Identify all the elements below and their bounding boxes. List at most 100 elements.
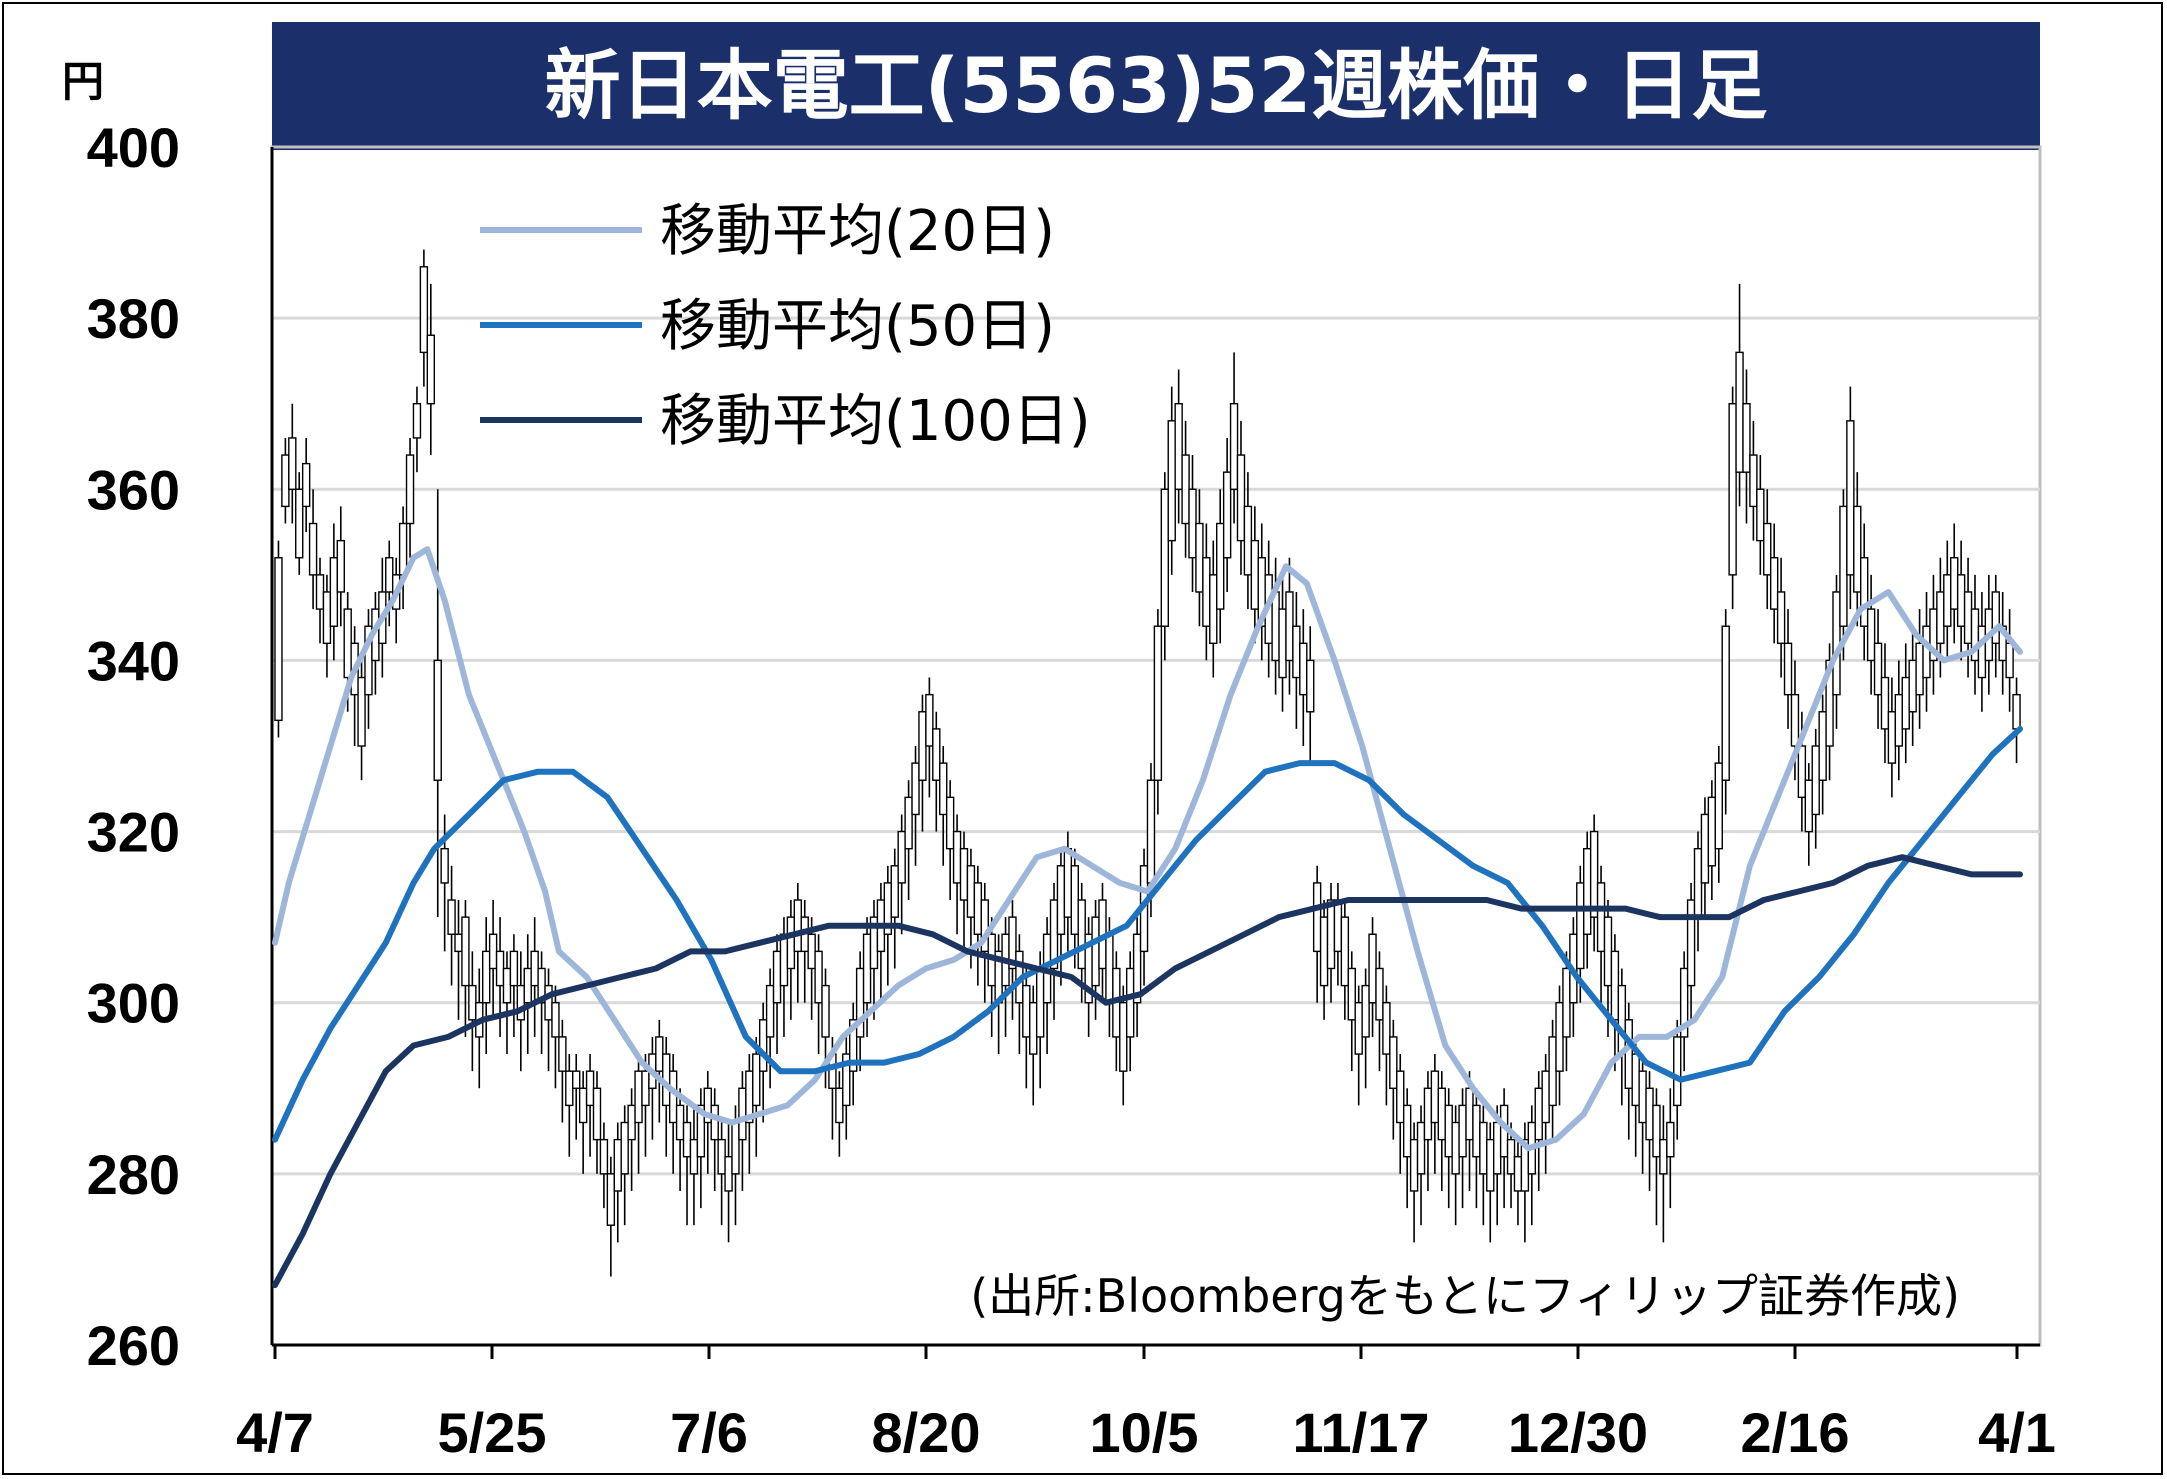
candle-body [1368,933,1377,1004]
candle-body [1333,899,1343,953]
candle-body [1915,642,1924,696]
candle-body [696,1104,706,1158]
candle-body [578,1087,588,1124]
candlesticks [274,249,2021,1277]
candle-body [1943,574,1952,627]
candle-body [779,933,789,987]
candle-body [1534,1087,1543,1141]
candle-body [1686,899,1696,987]
candle-body [329,557,339,627]
y-tick-label: 320 [87,801,180,864]
candle-body [1396,1070,1405,1124]
candle-body [1700,813,1710,884]
candle-body [731,1121,740,1175]
candle-body [1666,1121,1675,1158]
candle-body [572,1070,581,1089]
y-tick-label: 400 [87,116,180,179]
candle-body [461,916,470,987]
candle-body [530,950,539,987]
candle-body [1652,1104,1661,1158]
candle-body [385,557,394,593]
candle-body [1250,539,1260,610]
candle-body [613,1138,622,1192]
candle-body [1749,454,1758,508]
candle-body [1326,899,1336,970]
candle-body [1977,625,1987,679]
candle-body [1783,642,1793,696]
candle-body [1423,1087,1433,1141]
candle-body [565,1070,574,1107]
candle-body [765,984,775,1038]
candle-body [1091,916,1100,987]
x-axis-ticks: 4/7 5/25 7/6 8/20 10/5 11/17 12/30 2/16 4/1 [236,1345,2056,1464]
title-bar: 新日本電工(5563)52週株価・日足 [272,22,2040,150]
candle-body [1818,711,1827,781]
candle-body [1375,967,1384,1021]
legend: 移動平均(20日) 移動平均(50日) 移動平均(100日) [480,199,1091,454]
candle-body [606,1173,616,1226]
candle-body [1382,1002,1391,1055]
y-tick-label: 260 [87,1314,180,1377]
candle-body [1070,865,1079,935]
candle-body [807,933,816,970]
candle-body [1029,1002,1038,1055]
candle-body [1416,1121,1426,1175]
candle-body [295,488,304,559]
candle-body [1167,420,1176,542]
ma50-line [272,725,2023,1143]
candle-body [738,1087,747,1141]
candle-body [821,984,830,1038]
candle-body [752,1053,761,1107]
candle-body [932,728,941,781]
candle-body [1742,403,1751,473]
candle-body [1617,984,1627,1055]
candle-body [1756,488,1765,542]
candle-body [897,830,906,884]
candle-body [1790,693,1800,747]
candle-body [959,847,969,901]
candle-body [1714,762,1723,850]
candle-body [1209,574,1218,645]
candle-body [1645,1087,1654,1141]
x-tick-label: 8/20 [872,1401,981,1464]
candle-body [849,1019,858,1072]
candle-body [1125,967,1135,1038]
candle-body [509,950,519,987]
candle-body [1160,488,1170,627]
candle-body [523,967,532,1004]
y-tick-label: 340 [87,629,180,692]
candle-body [1479,1121,1488,1175]
x-tick-label: 7/6 [670,1401,748,1464]
candle-body [1409,1138,1419,1192]
candle-body [1679,967,1689,1038]
candle-body [1887,711,1897,764]
candle-body [1077,899,1086,970]
candle-body [468,984,477,1021]
candle-body [1610,950,1620,1021]
candle-body [343,608,352,679]
candle-body [447,899,456,935]
candle-body [890,865,899,918]
candle-body [1278,608,1287,679]
y-tick-label: 380 [87,287,180,350]
candle-body [1105,933,1114,1004]
legend-label-ma50: 移動平均(50日) [660,294,1055,359]
candle-body [1673,1036,1682,1107]
candle-body [502,967,512,1004]
candle-body [488,933,498,970]
candle-body [1991,591,2000,645]
candle-body [1728,403,1737,576]
candle-body [918,711,927,781]
candle-body [495,950,505,987]
candle-body [1638,1070,1647,1124]
candle-body [1202,557,1211,627]
candle-body [1908,659,1917,713]
candle-body [945,796,955,850]
chart-title: 新日本電工(5563)52週株価・日足 [544,41,1768,130]
candle-body [862,933,872,1004]
candle-body [620,1121,629,1175]
candle-body [1873,642,1883,696]
y-unit-label: 円 [62,57,105,106]
candle-body [1548,1036,1557,1107]
candle-body [1022,984,1031,1038]
